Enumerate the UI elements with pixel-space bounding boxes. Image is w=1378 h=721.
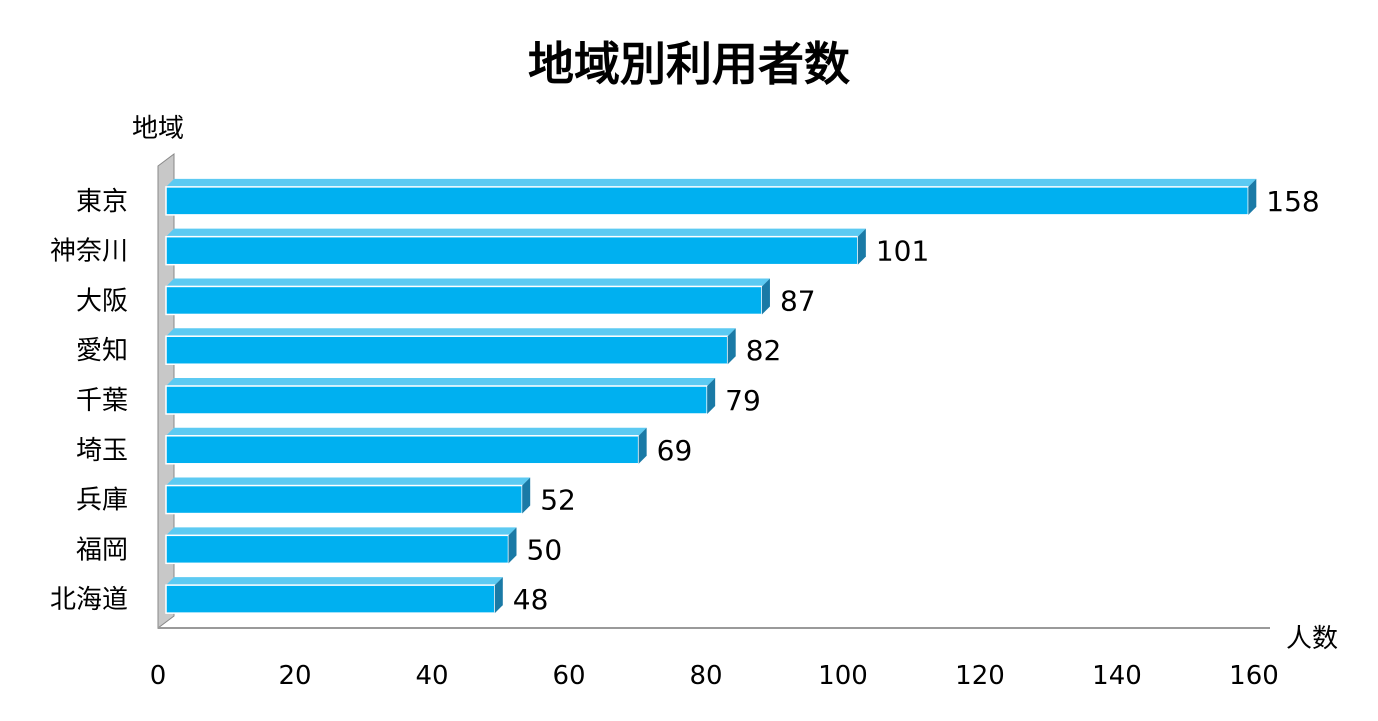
x-tick-label: 0 — [150, 661, 167, 691]
bar-front-face — [165, 435, 640, 465]
bar — [165, 328, 736, 365]
bar-side-face — [761, 278, 770, 315]
category-label: 千葉 — [76, 386, 128, 416]
bar-top-face — [166, 278, 770, 287]
value-label: 101 — [876, 235, 929, 268]
x-tick-label: 100 — [818, 661, 868, 691]
bar-side-face — [707, 378, 716, 414]
x-tick-label: 120 — [955, 661, 1005, 691]
bar-top-face — [166, 477, 531, 486]
bar — [165, 228, 866, 266]
chart-title: 地域別利用者数 — [528, 37, 850, 91]
x-tick-label: 60 — [552, 661, 585, 691]
bar-top-face — [166, 577, 503, 586]
category-label: 大阪 — [76, 286, 128, 316]
bars-group — [165, 178, 1257, 614]
bar-top-face — [166, 178, 1257, 187]
category-label: 北海道 — [50, 585, 128, 615]
bar-front-face — [165, 484, 523, 515]
category-label: 東京 — [76, 187, 128, 217]
value-label: 52 — [540, 484, 576, 517]
bar-side-face — [727, 328, 736, 365]
x-axis-label: 人数 — [1286, 624, 1339, 654]
bar-front-face — [165, 335, 729, 365]
bar-top-face — [166, 228, 866, 237]
value-label: 158 — [1266, 185, 1319, 218]
bar-front-face — [165, 285, 763, 316]
x-tick-labels: 0 20 40 60 80 100 120 140 160 — [150, 661, 1279, 691]
bar-front-face — [165, 385, 708, 415]
bar-top-face — [166, 527, 517, 536]
bar-side-face — [638, 427, 647, 464]
bar-top-face — [166, 427, 647, 436]
category-label: 埼玉 — [76, 436, 128, 466]
bar-side-face — [494, 577, 503, 614]
value-label: 87 — [780, 284, 816, 317]
x-tick-label: 40 — [415, 661, 448, 691]
category-label: 神奈川 — [50, 237, 128, 267]
bar — [165, 278, 770, 316]
category-label: 兵庫 — [76, 486, 128, 516]
bar-side-face — [522, 477, 531, 514]
value-labels: 158 101 87 82 79 69 52 50 48 — [513, 185, 1320, 616]
value-label: 79 — [725, 384, 761, 417]
bar — [165, 427, 647, 465]
category-label: 福岡 — [76, 535, 128, 565]
bar — [165, 378, 716, 415]
value-label: 50 — [527, 533, 563, 566]
y-axis-label: 地域 — [132, 114, 185, 144]
bar-front-face — [165, 235, 859, 266]
value-label: 48 — [513, 583, 549, 616]
bar-side-face — [1248, 178, 1257, 215]
value-label: 69 — [657, 434, 693, 467]
bar-front-face — [165, 534, 510, 565]
category-label: 愛知 — [76, 336, 128, 366]
bar — [165, 178, 1257, 216]
x-tick-label: 140 — [1092, 661, 1142, 691]
bar-front-face — [165, 186, 1250, 216]
bar-top-face — [166, 378, 716, 386]
x-tick-label: 80 — [689, 661, 722, 691]
x-tick-label: 160 — [1229, 661, 1279, 691]
bar-side-face — [508, 527, 517, 564]
value-label: 82 — [746, 334, 782, 367]
bar — [165, 577, 503, 614]
bar — [165, 477, 531, 515]
x-tick-label: 20 — [278, 661, 311, 691]
bar-top-face — [166, 328, 736, 337]
bar — [165, 527, 517, 565]
bar-front-face — [165, 584, 496, 614]
bar-side-face — [857, 228, 866, 265]
